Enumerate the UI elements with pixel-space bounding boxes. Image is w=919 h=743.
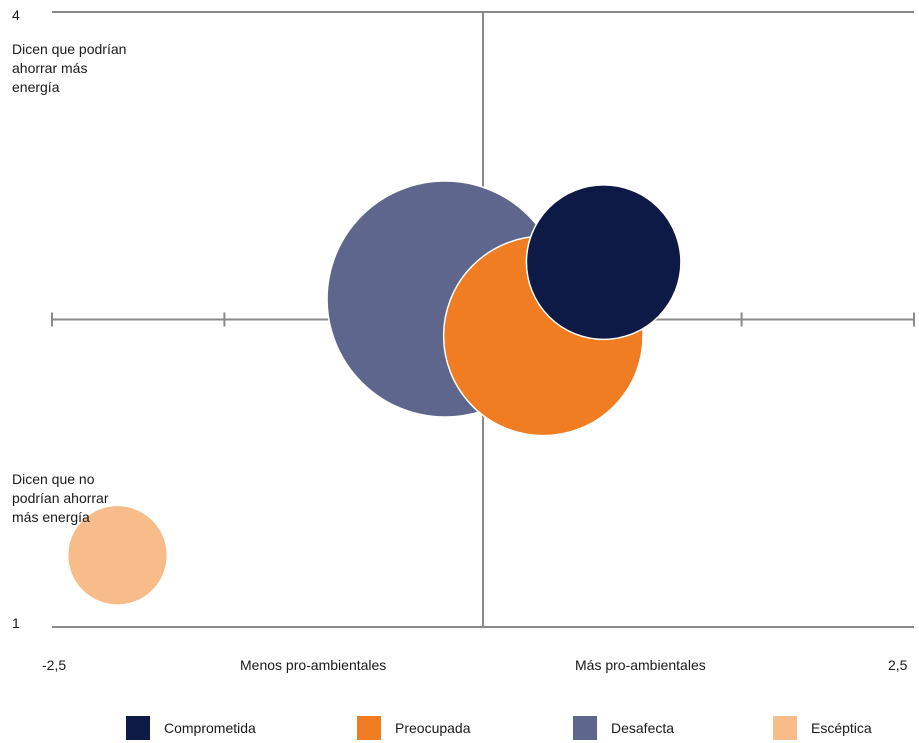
- bubble-comprometida: [525, 184, 682, 341]
- bubbles: [66, 180, 682, 606]
- x-axis-right-label: Más pro-ambientales: [575, 657, 706, 673]
- x-max-tick-label: 2,5: [888, 657, 908, 673]
- y-min-tick-label: 1: [12, 615, 20, 631]
- y-top-annotation-line: energía: [12, 79, 60, 95]
- legend-label: Desafecta: [611, 720, 675, 736]
- legend-label: Preocupada: [395, 720, 471, 736]
- y-bottom-annotation-line: más energía: [12, 509, 90, 525]
- legend: Comprometida Preocupada Desafecta Escépt…: [0, 716, 919, 742]
- legend-item-esceptica: Escéptica: [773, 716, 872, 740]
- legend-swatch: [126, 716, 150, 740]
- x-min-tick-label: -2,5: [42, 657, 67, 673]
- y-top-annotation-line: Dicen que podrían: [12, 41, 127, 57]
- bubble-esceptica: [66, 504, 169, 606]
- legend-item-desafecta: Desafecta: [573, 716, 674, 740]
- legend-item-preocupada: Preocupada: [357, 716, 471, 740]
- y-bottom-annotation-line: podrían ahorrar: [12, 490, 109, 506]
- y-max-tick-label: 4: [12, 7, 20, 23]
- y-bottom-annotation: Dicen que no podrían ahorrar más energía: [12, 470, 109, 527]
- legend-label: Escéptica: [811, 720, 872, 736]
- legend-swatch: [773, 716, 797, 740]
- legend-label: Comprometida: [164, 720, 256, 736]
- y-top-annotation: Dicen que podrían ahorrar más energía: [12, 40, 126, 97]
- legend-swatch: [573, 716, 597, 740]
- y-bottom-annotation-line: Dicen que no: [12, 471, 95, 487]
- x-axis-left-label: Menos pro-ambientales: [240, 657, 387, 673]
- y-top-annotation-line: ahorrar más: [12, 60, 88, 76]
- legend-item-comprometida: Comprometida: [126, 716, 256, 740]
- legend-swatch: [357, 716, 381, 740]
